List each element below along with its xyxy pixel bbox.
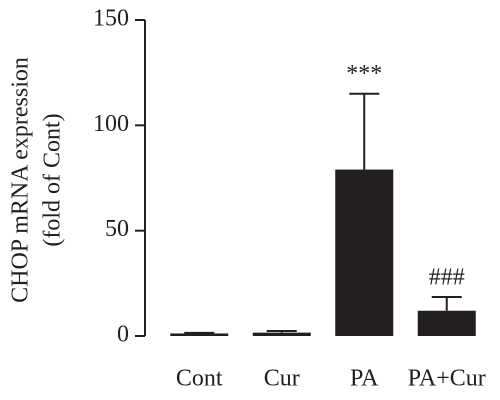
y-tick-label: 0: [117, 322, 129, 348]
x-tick-label: Cont: [176, 366, 223, 392]
error-bar: [431, 296, 462, 311]
y-tick-label: 50: [105, 216, 129, 242]
x-tick-label: Cur: [264, 366, 300, 392]
bar: [252, 332, 311, 336]
y-axis-title-line: CHOP mRNA expression: [8, 57, 34, 303]
bar: [417, 310, 476, 336]
annotation: ###: [429, 265, 465, 291]
annotation: ***: [346, 61, 382, 87]
y-axis-title-line: (fold of Cont): [40, 113, 66, 246]
error-bar: [266, 329, 297, 333]
x-tick-label: PA: [350, 366, 379, 392]
y-tick-label: 100: [93, 111, 129, 137]
error-bar: [184, 331, 215, 334]
error-bar: [349, 92, 380, 170]
bar: [170, 333, 229, 336]
x-tick-label: PA+Cur: [408, 366, 486, 392]
y-tick-label: 150: [93, 6, 129, 32]
bar: [335, 169, 394, 336]
y-axis-title: CHOP mRNA expression (fold of Cont): [8, 57, 66, 303]
